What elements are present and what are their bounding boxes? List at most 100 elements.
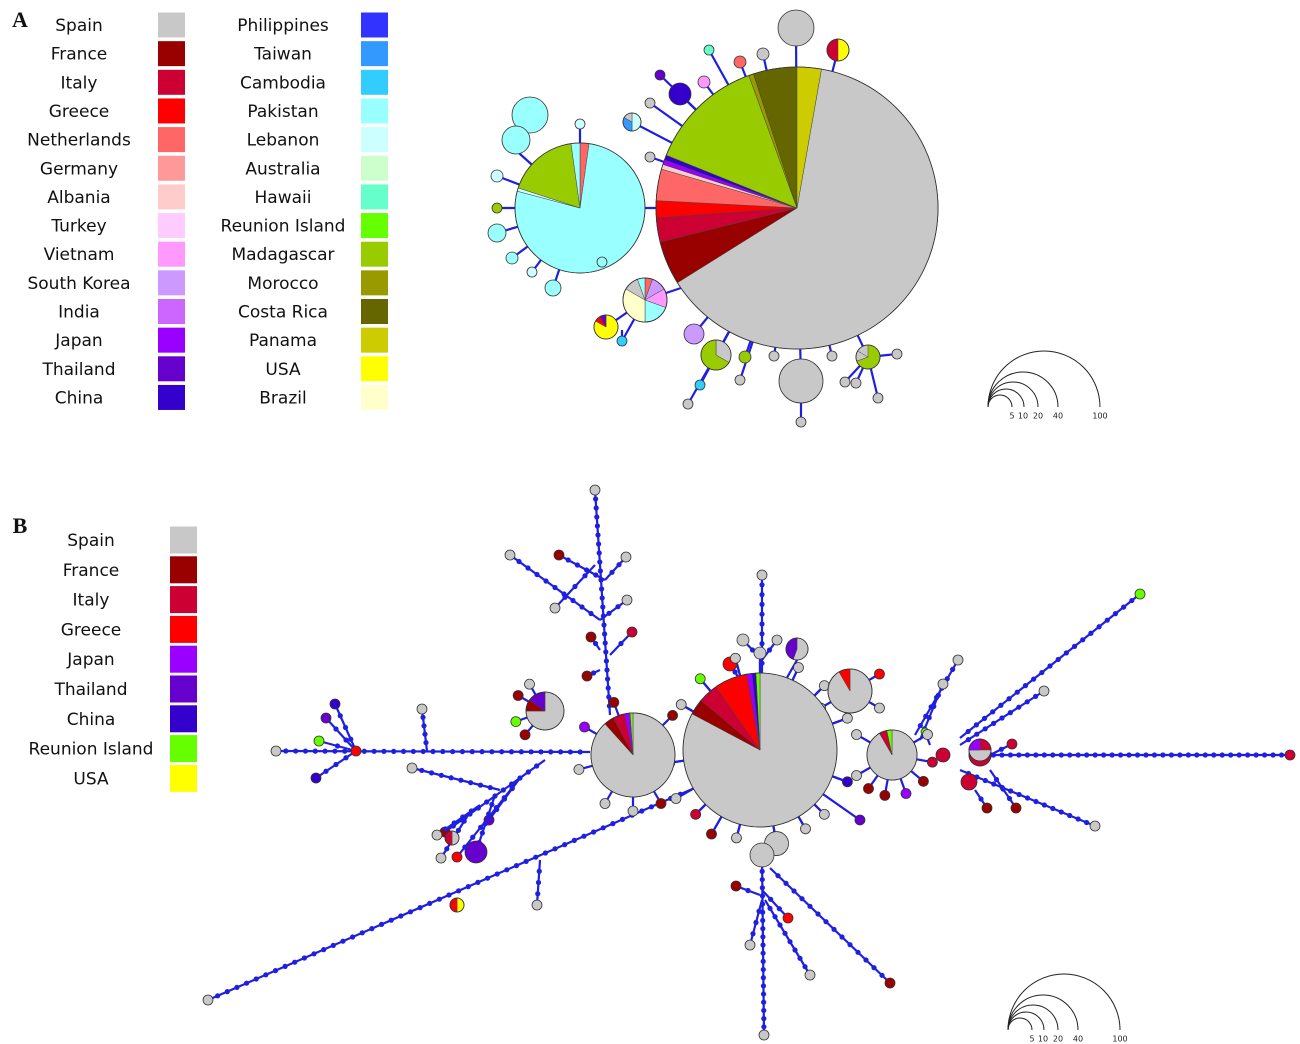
chain-dot: [489, 801, 495, 808]
legend-label: Turkey: [50, 217, 106, 237]
chain-dot: [1047, 663, 1053, 669]
node-outline: [449, 897, 465, 913]
chain-dot: [475, 879, 481, 886]
scale-arc: [1007, 973, 1121, 1031]
chain-dot: [993, 776, 1000, 783]
node: [435, 852, 447, 864]
legend-label: Greece: [49, 102, 110, 122]
node: [795, 416, 807, 428]
legend-swatch: [170, 764, 197, 792]
chain-dot: [484, 799, 490, 805]
chain-dot: [1236, 752, 1242, 758]
chain-dot: [1219, 752, 1225, 758]
chain-dot: [388, 917, 394, 923]
legend-swatch: [158, 155, 185, 181]
chain-dot: [1071, 643, 1078, 649]
node: [596, 256, 608, 268]
node: [464, 840, 488, 864]
chain-dot: [935, 692, 942, 698]
chain-dot: [1075, 816, 1081, 822]
chain-dot: [361, 748, 367, 754]
chain-dot: [215, 993, 221, 999]
legend-label: China: [55, 388, 104, 408]
node: [202, 994, 214, 1006]
chain-dot: [759, 582, 765, 588]
chain-dot: [493, 805, 499, 811]
chain-dot: [761, 1007, 767, 1014]
chain-dot: [1055, 656, 1061, 663]
chain-dot: [749, 647, 756, 653]
chain-dot: [1006, 696, 1012, 702]
chain-dot: [1075, 752, 1081, 758]
chain-dot: [322, 748, 328, 754]
chain-dot: [509, 785, 515, 791]
chain-dot: [1101, 752, 1107, 758]
chain-dot: [1007, 710, 1014, 716]
node: [1089, 820, 1101, 832]
chain-dot: [597, 568, 604, 574]
chain-dot: [759, 876, 765, 883]
chain-dot: [391, 748, 397, 754]
node: [1284, 749, 1296, 761]
node: [960, 773, 978, 791]
node-outline: [655, 66, 939, 350]
legend-label: Japan: [54, 331, 102, 351]
node: [884, 977, 896, 989]
chain-dot: [998, 746, 1004, 752]
chain-dot: [420, 714, 426, 721]
chain-dot: [359, 930, 365, 936]
chain-dot: [982, 777, 988, 784]
chain-dot: [1228, 752, 1234, 758]
chain-dot: [570, 597, 576, 604]
chain-dot: [787, 939, 793, 945]
chain-dot: [582, 573, 588, 579]
node: [491, 202, 503, 214]
legend-label: USA: [73, 769, 109, 789]
chain-dot: [593, 505, 599, 511]
node: [519, 729, 531, 741]
chain-dot: [602, 631, 608, 637]
legend-label: Pakistan: [247, 102, 318, 122]
node: [736, 633, 750, 647]
node: [756, 47, 770, 61]
chain-dot: [1024, 752, 1030, 758]
node: [851, 770, 862, 781]
chain-dot: [461, 818, 467, 824]
node: [874, 668, 885, 680]
node: [952, 654, 964, 666]
node: [526, 266, 538, 278]
chain-dot: [1067, 752, 1073, 758]
chain-dot: [999, 715, 1005, 721]
legend-swatch: [361, 384, 388, 410]
legend-swatch: [158, 270, 185, 296]
chain-dot: [760, 983, 767, 989]
chain-dot: [759, 601, 765, 608]
pie-slice: [456, 897, 465, 913]
legend-swatch: [158, 12, 185, 38]
chain-dot: [603, 649, 609, 655]
chain-dot: [572, 583, 578, 590]
chain-dot: [504, 867, 510, 873]
chain-dot: [760, 966, 766, 973]
chain-dot: [603, 658, 610, 664]
node: [841, 776, 853, 788]
chain-dot: [1058, 752, 1064, 758]
chain-dot: [462, 844, 468, 850]
node: [682, 398, 694, 410]
chain-dot: [965, 737, 972, 743]
chain-dot: [823, 919, 829, 925]
chain-dot: [1063, 650, 1069, 656]
chain-dot: [767, 905, 773, 911]
scale-arc: [1007, 994, 1079, 1031]
chain-dot: [400, 748, 407, 755]
chain-dot: [518, 749, 524, 755]
chain-dot: [759, 901, 766, 907]
node: [690, 808, 702, 820]
chain-dot: [343, 755, 349, 761]
chain-dot: [792, 947, 798, 953]
node: [599, 798, 611, 809]
chain-dot: [456, 888, 462, 894]
node: [585, 631, 597, 643]
chain-dot: [419, 767, 425, 774]
node: [608, 696, 620, 708]
